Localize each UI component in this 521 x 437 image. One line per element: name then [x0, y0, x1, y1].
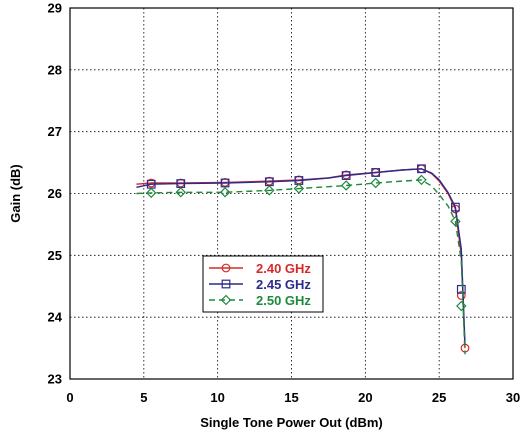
- y-tick-label: 24: [48, 310, 63, 325]
- legend-label: 2.40 GHz: [256, 261, 311, 276]
- x-tick-label: 10: [210, 390, 224, 405]
- x-axis-label: Single Tone Power Out (dBm): [200, 415, 382, 430]
- x-tick-label: 20: [358, 390, 372, 405]
- y-axis-label: Gain (dB): [8, 164, 23, 223]
- y-tick-label: 28: [48, 62, 62, 77]
- legend-label: 2.45 GHz: [256, 277, 311, 292]
- y-tick-label: 25: [48, 248, 62, 263]
- data-point: [457, 302, 466, 311]
- x-tick-label: 0: [66, 390, 73, 405]
- x-tick-label: 5: [140, 390, 147, 405]
- y-tick-label: 23: [48, 372, 62, 387]
- y-tick-label: 29: [48, 1, 62, 16]
- y-tick-label: 26: [48, 186, 62, 201]
- series-2: [136, 165, 465, 345]
- legend-label: 2.50 GHz: [256, 293, 311, 308]
- x-tick-label: 25: [432, 390, 446, 405]
- x-tick-label: 15: [284, 390, 298, 405]
- tick-labels: 0 5 10 15 20 25 30 23 24 25 26 27 28 29: [48, 1, 521, 406]
- y-tick-label: 27: [48, 124, 62, 139]
- x-tick-label: 30: [506, 390, 520, 405]
